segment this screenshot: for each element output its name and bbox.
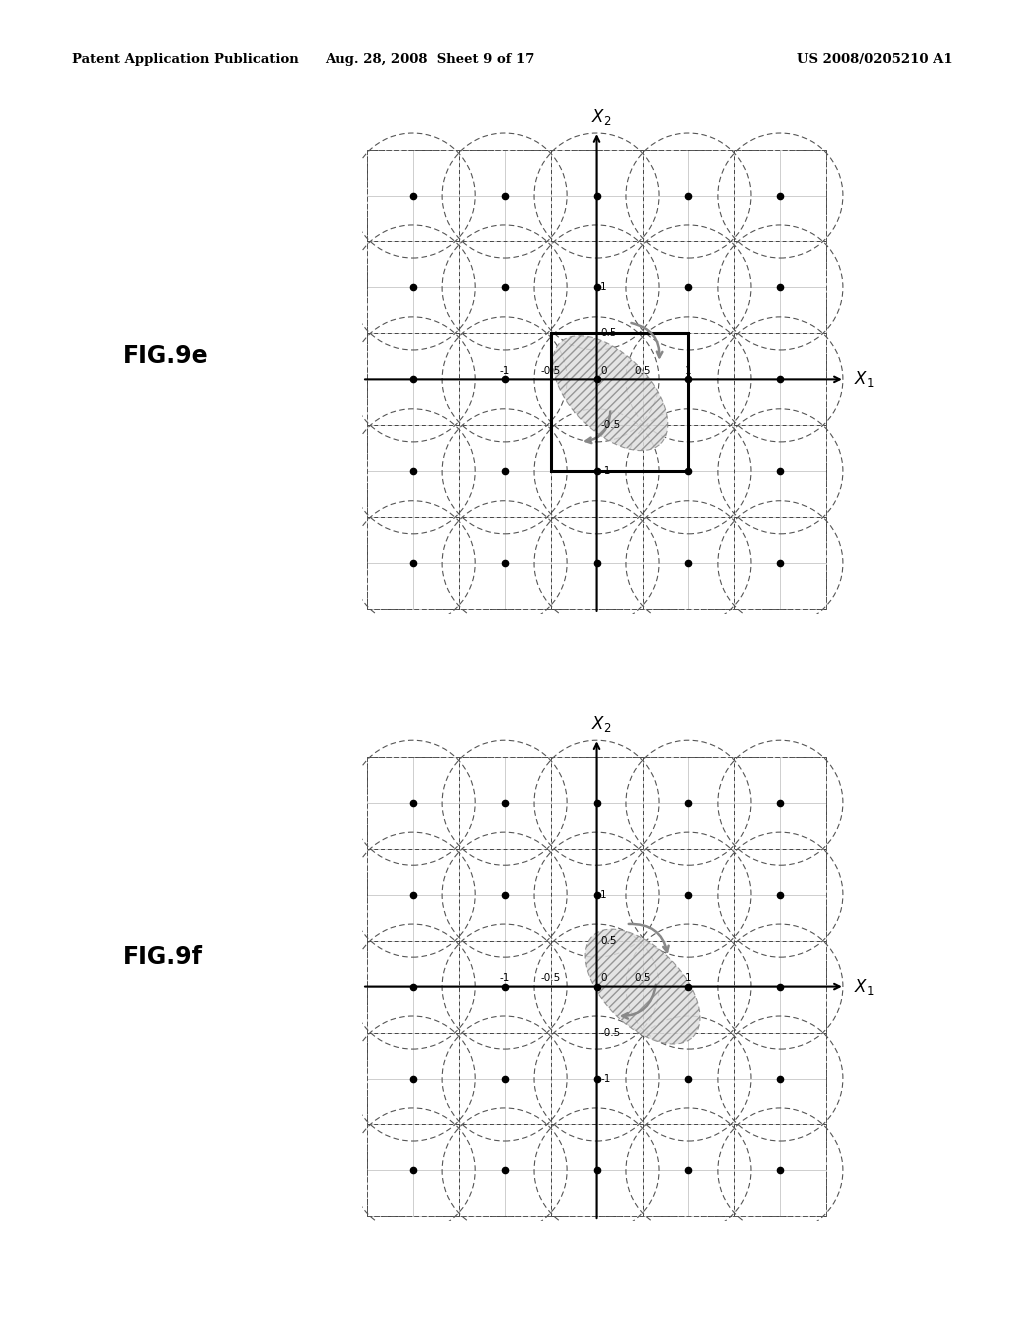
Text: -0.5: -0.5 [541, 973, 561, 983]
Text: 0.5: 0.5 [600, 936, 616, 945]
Text: -0.5: -0.5 [541, 366, 561, 376]
Text: 0: 0 [600, 366, 606, 376]
Text: -0.5: -0.5 [600, 420, 621, 430]
Bar [551, 334, 688, 471]
Text: 1: 1 [685, 973, 692, 983]
Text: -1: -1 [600, 1073, 610, 1084]
Bar [367, 756, 826, 1217]
Ellipse shape [585, 929, 700, 1044]
Text: 1: 1 [600, 282, 607, 293]
Text: -0.5: -0.5 [600, 1027, 621, 1038]
Text: FIG.9f: FIG.9f [123, 945, 203, 969]
Text: FIG.9e: FIG.9e [123, 345, 209, 368]
Text: -1: -1 [500, 973, 510, 983]
Text: $X_2$: $X_2$ [591, 107, 611, 127]
Text: $X_1$: $X_1$ [854, 977, 874, 997]
Text: US 2008/0205210 A1: US 2008/0205210 A1 [797, 53, 952, 66]
Text: $X_1$: $X_1$ [854, 370, 874, 389]
Text: Aug. 28, 2008  Sheet 9 of 17: Aug. 28, 2008 Sheet 9 of 17 [326, 53, 535, 66]
Ellipse shape [553, 335, 668, 450]
Text: Patent Application Publication: Patent Application Publication [72, 53, 298, 66]
Text: -1: -1 [500, 366, 510, 376]
Text: 0: 0 [600, 973, 606, 983]
Text: 1: 1 [685, 366, 692, 376]
Text: 0.5: 0.5 [634, 366, 651, 376]
Text: $X_2$: $X_2$ [591, 714, 611, 734]
Text: -1: -1 [600, 466, 610, 477]
Text: 0.5: 0.5 [634, 973, 651, 983]
Bar [367, 149, 826, 610]
Text: 0.5: 0.5 [600, 329, 616, 338]
Text: 1: 1 [600, 890, 607, 900]
